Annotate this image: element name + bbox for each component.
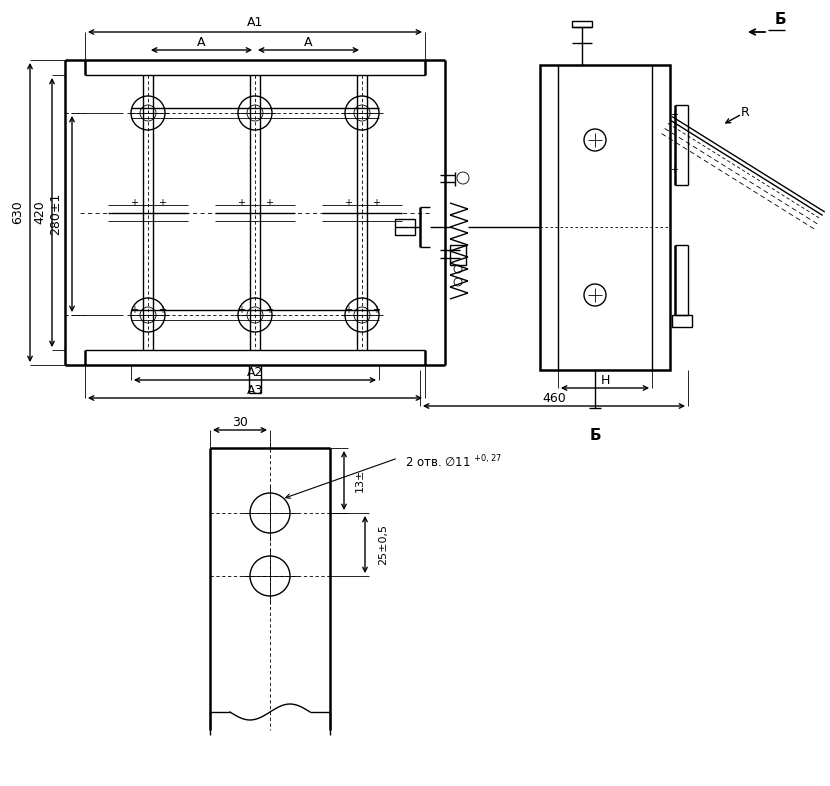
Text: +: + bbox=[158, 305, 166, 315]
Text: 25±0,5: 25±0,5 bbox=[378, 524, 388, 565]
Text: Б: Б bbox=[589, 428, 601, 443]
Text: А: А bbox=[198, 35, 206, 49]
Text: +: + bbox=[237, 305, 245, 315]
Text: +: + bbox=[372, 305, 380, 315]
Text: 13±: 13± bbox=[355, 468, 365, 492]
Text: 420: 420 bbox=[33, 200, 46, 224]
Bar bbox=[572, 21, 592, 27]
Text: Б: Б bbox=[774, 13, 786, 28]
Text: Н: Н bbox=[600, 373, 610, 387]
Text: А2: А2 bbox=[247, 365, 263, 379]
Bar bbox=[672, 315, 692, 327]
Text: +: + bbox=[344, 198, 352, 208]
Text: 30: 30 bbox=[232, 416, 248, 428]
Text: +: + bbox=[158, 198, 166, 208]
Text: +: + bbox=[344, 305, 352, 315]
Text: 460: 460 bbox=[542, 391, 566, 405]
Bar bbox=[450, 245, 466, 265]
Text: +: + bbox=[237, 198, 245, 208]
Text: А1: А1 bbox=[247, 17, 263, 30]
Text: +: + bbox=[372, 198, 380, 208]
Text: 280±1: 280±1 bbox=[50, 193, 62, 235]
Text: +: + bbox=[265, 198, 273, 208]
Text: +: + bbox=[130, 305, 138, 315]
Text: 630: 630 bbox=[12, 200, 25, 224]
Text: +: + bbox=[670, 110, 678, 120]
Bar bbox=[540, 65, 670, 370]
Text: А: А bbox=[305, 35, 313, 49]
Text: 2 отв. $\varnothing$11 $^{+0,27}$: 2 отв. $\varnothing$11 $^{+0,27}$ bbox=[405, 454, 502, 470]
Text: +: + bbox=[265, 305, 273, 315]
Text: +: + bbox=[670, 165, 678, 175]
Text: А3: А3 bbox=[247, 384, 263, 396]
Bar bbox=[395, 219, 415, 235]
Text: R: R bbox=[740, 105, 749, 119]
Text: +: + bbox=[130, 198, 138, 208]
